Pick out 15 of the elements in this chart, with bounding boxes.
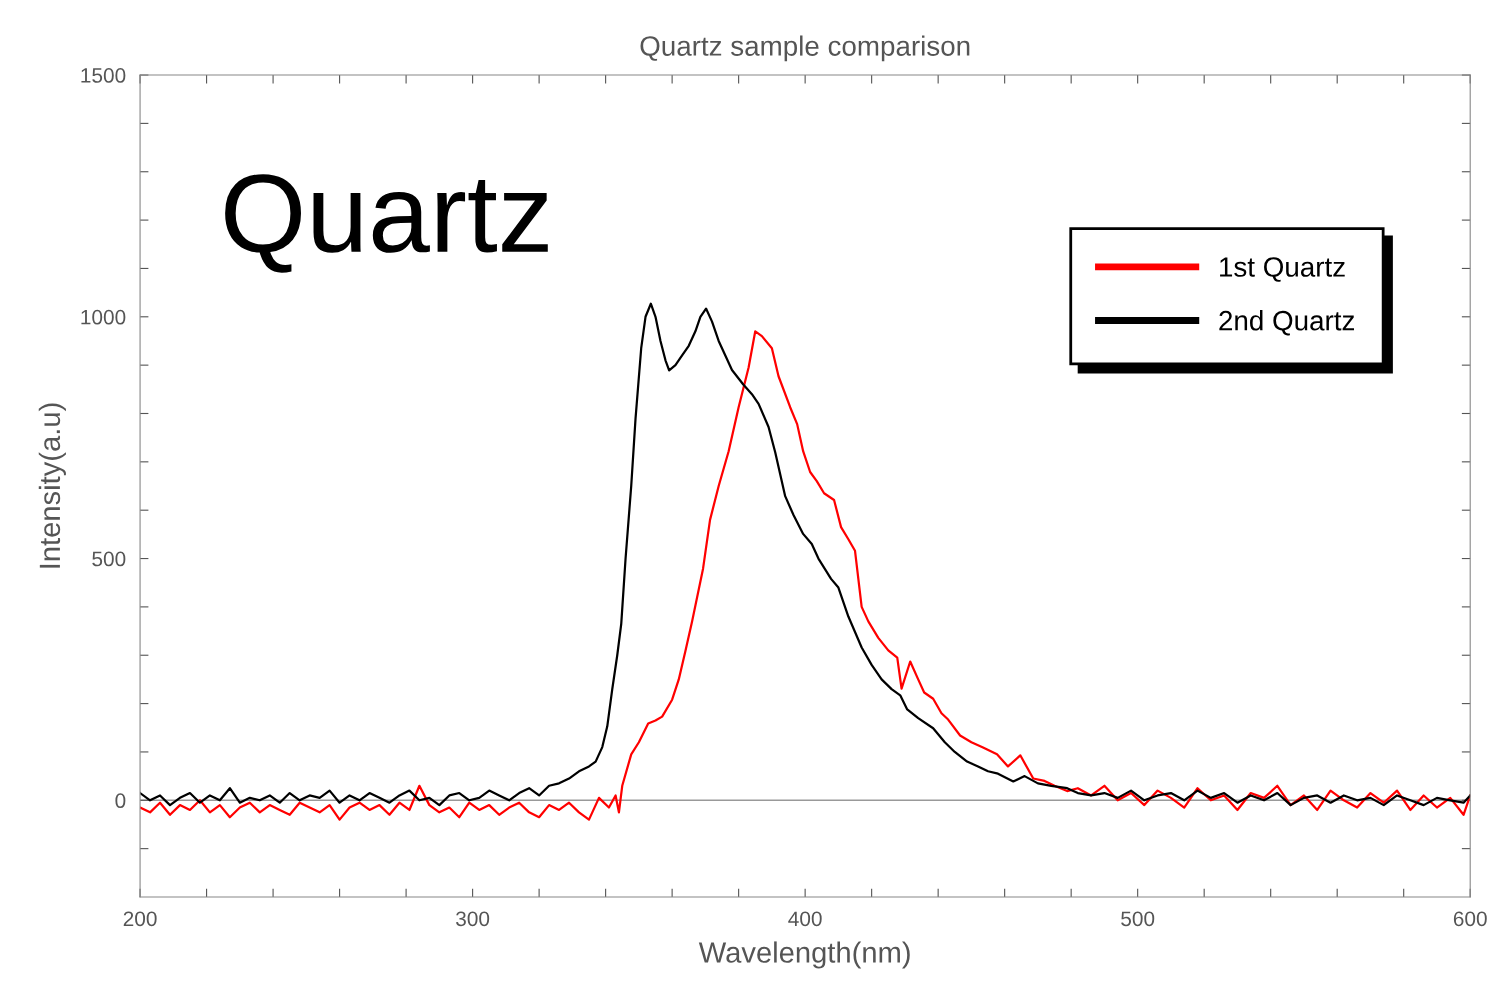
x-tick-label: 300 xyxy=(456,911,490,927)
y-tick-label: 500 xyxy=(92,551,126,567)
chart-title: Quartz sample comparison xyxy=(640,35,970,62)
legend-label: 1st Quartz xyxy=(1220,257,1345,282)
y-tick-label: 0 xyxy=(115,793,126,809)
x-tick-label: 600 xyxy=(1453,911,1487,927)
x-tick-label: 400 xyxy=(788,911,822,927)
annotation: Quartz xyxy=(225,174,548,273)
x-axis-title: Wavelength(nm) xyxy=(698,941,910,969)
y-tick-label: 1500 xyxy=(81,68,126,83)
y-tick-label: 1000 xyxy=(81,309,126,325)
y-axis-title: Intensity(a.u) xyxy=(38,403,66,568)
x-tick-label: 500 xyxy=(1121,911,1155,927)
x-tick-label: 200 xyxy=(123,911,157,927)
legend-label: 2nd Quartz xyxy=(1219,310,1355,336)
